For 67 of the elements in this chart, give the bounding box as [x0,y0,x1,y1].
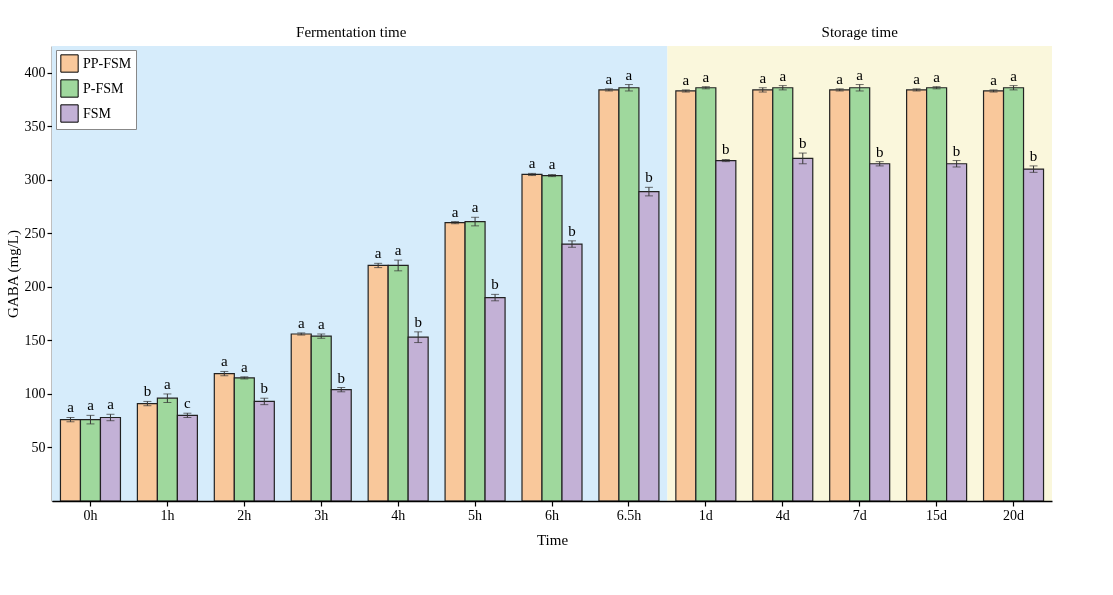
data-label: a [317,315,325,332]
data-label: b [1029,147,1038,164]
x-tick-label: 5h [468,507,483,523]
data-label: b [952,142,961,159]
x-tick-label: 7d [852,507,867,523]
data-label: b [260,380,269,397]
data-label: a [451,203,459,220]
data-label: b [414,313,422,330]
data-label: a [625,66,633,83]
data-label: c [184,395,192,412]
data-label: b [568,222,576,239]
data-label: a [394,242,402,259]
data-label: a [67,399,75,416]
data-label: a [759,69,767,86]
y-axis-title: GABA (mg/L) [4,230,22,318]
y-tick-label: 400 [24,65,46,81]
y-tick-label: 300 [24,172,46,188]
x-tick-label: 15d [926,507,948,523]
data-label: a [87,397,95,414]
data-label: a [528,155,536,172]
data-label: a [856,66,864,83]
x-tick-label: 4d [775,507,790,523]
x-tick-label: 1d [698,507,713,523]
legend-label: P-FSM [83,80,125,96]
y-tick-label: 100 [24,386,46,402]
x-tick-label: 4h [391,507,406,523]
data-label: a [1010,67,1018,84]
x-tick-label: 2h [237,507,252,523]
data-label: a [164,375,172,392]
data-label: a [374,245,382,262]
data-label: b [722,141,730,158]
data-label: a [779,67,787,84]
data-label: a [605,70,613,87]
x-axis-title: Time [536,531,569,548]
y-tick-label: 350 [24,118,46,134]
legend-label: FSM [83,105,112,121]
data-label: b [875,143,884,160]
x-tick-label: 6.5h [616,507,642,523]
data-label: a [990,71,998,88]
y-tick-label: 200 [24,279,46,295]
data-label: a [471,199,479,216]
data-label: b [645,169,653,186]
y-tick-label: 50 [31,439,46,455]
x-tick-label: 1h [160,507,175,523]
data-label: a [240,358,248,375]
data-label: b [799,135,807,152]
data-label: a [548,156,556,173]
data-label: b [143,383,152,400]
data-label: b [491,276,499,293]
data-label: a [107,396,115,413]
data-label: a [297,314,305,331]
band-label: Storage time [821,24,899,40]
data-label: b [337,369,345,386]
data-label: a [933,68,941,85]
data-label: a [220,353,228,370]
x-tick-label: 3h [314,507,329,523]
data-label: a [702,68,710,85]
data-label: a [682,71,690,88]
x-tick-label: 20d [1003,507,1025,523]
x-tick-label: 0h [83,507,98,523]
x-tick-label: 6h [545,507,559,523]
legend-label: PP-FSM [83,55,132,71]
y-tick-label: 250 [24,225,46,241]
y-tick-label: 150 [24,332,46,348]
data-label: a [836,70,844,87]
band-label: Fermentation time [296,24,407,40]
data-label: a [913,70,921,87]
